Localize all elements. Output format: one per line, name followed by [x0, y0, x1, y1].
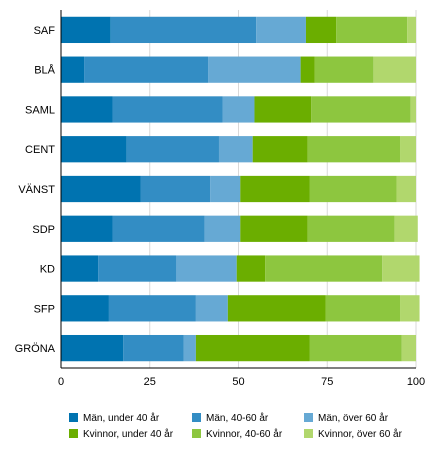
bar-segment: [311, 96, 411, 123]
bar-segment: [204, 215, 241, 242]
bar-segment: [307, 215, 395, 242]
category-label: BLÅ: [34, 64, 55, 77]
legend-swatch: [192, 429, 201, 438]
bar-segment: [256, 16, 306, 44]
legend-swatch: [69, 413, 78, 422]
bar-segment: [307, 136, 401, 163]
bar-segment: [401, 334, 416, 362]
bar-segment: [176, 255, 237, 282]
bar-segment: [382, 255, 420, 282]
bar-segment: [236, 255, 266, 282]
bar-segment: [336, 16, 408, 44]
category-label: SAF: [34, 25, 56, 37]
bar-segment: [61, 136, 127, 163]
bar-segment: [325, 295, 401, 322]
bar-segment: [400, 136, 416, 163]
bar-segment: [61, 295, 109, 322]
bar-segment: [61, 175, 141, 203]
category-label: SFP: [34, 303, 55, 315]
legend-label: Män, 40-60 år: [206, 412, 269, 424]
bar-segment: [314, 56, 374, 83]
legend-swatch: [304, 429, 313, 438]
x-tick-label: 25: [144, 376, 156, 388]
legend-swatch: [192, 413, 201, 422]
bar-segment: [400, 295, 420, 322]
legend-label: Kvinnor, 40-60 år: [206, 428, 283, 440]
bar-segment: [254, 96, 312, 123]
bar-segment: [195, 295, 228, 322]
bar-segment: [61, 334, 124, 362]
category-labels: SAF BLÅ SAML CENT VÄNST SDP KD SFP GRÖNA: [15, 25, 56, 355]
bar-segment: [309, 334, 402, 362]
legend-label: Kvinnor, under 40 år: [83, 428, 174, 440]
bar-segment: [123, 334, 184, 362]
legend-swatch: [69, 429, 78, 438]
bar-segment: [98, 255, 177, 282]
bar-segment: [394, 215, 418, 242]
bar-segment: [218, 136, 253, 163]
bar-segment: [240, 175, 310, 203]
bar-segment: [61, 215, 113, 242]
x-tick-label: 75: [321, 376, 333, 388]
bar-segment: [407, 16, 416, 44]
legend-label: Kvinnor, över 60 år: [318, 428, 403, 440]
bar-segment: [300, 56, 315, 83]
x-tick-label: 0: [58, 376, 64, 388]
category-label: GRÖNA: [15, 343, 56, 355]
bars: [61, 16, 420, 362]
bar-segment: [61, 96, 113, 123]
bar-segment: [373, 56, 416, 83]
bar-segment: [140, 175, 211, 203]
legend-swatch: [304, 413, 313, 422]
bar-segment: [112, 215, 205, 242]
bar-segment: [61, 16, 111, 44]
bar-segment: [252, 136, 308, 163]
bar-segment: [183, 334, 196, 362]
bar-segment: [309, 175, 397, 203]
bar-segment: [396, 175, 416, 203]
bar-segment: [108, 295, 196, 322]
bar-segment: [305, 16, 337, 44]
bar-segment: [210, 175, 241, 203]
bar-segment: [222, 96, 255, 123]
x-axis: 0 25 50 75 100: [58, 10, 425, 388]
bar-segment: [61, 255, 99, 282]
legend-label: Män, under 40 år: [83, 412, 160, 424]
bar-segment: [240, 215, 308, 242]
bar-segment: [61, 56, 85, 83]
bar-segment: [227, 295, 326, 322]
category-label: CENT: [25, 144, 55, 156]
x-tick-label: 50: [232, 376, 244, 388]
category-label: KD: [40, 264, 55, 276]
bar-segment: [84, 56, 209, 83]
category-label: VÄNST: [18, 184, 55, 196]
bar-segment: [112, 96, 223, 123]
bar-segment: [265, 255, 383, 282]
bar-segment: [195, 334, 310, 362]
bar-segment: [126, 136, 219, 163]
legend-label: Män, över 60 år: [318, 412, 389, 424]
bar-segment: [410, 96, 416, 123]
category-label: SAML: [25, 104, 55, 116]
x-tick-label: 100: [407, 376, 425, 388]
bar-segment: [208, 56, 301, 83]
bar-segment: [110, 16, 257, 44]
category-label: SDP: [32, 224, 55, 236]
legend: Män, under 40 år Män, 40-60 år Män, över 6…: [69, 412, 403, 440]
